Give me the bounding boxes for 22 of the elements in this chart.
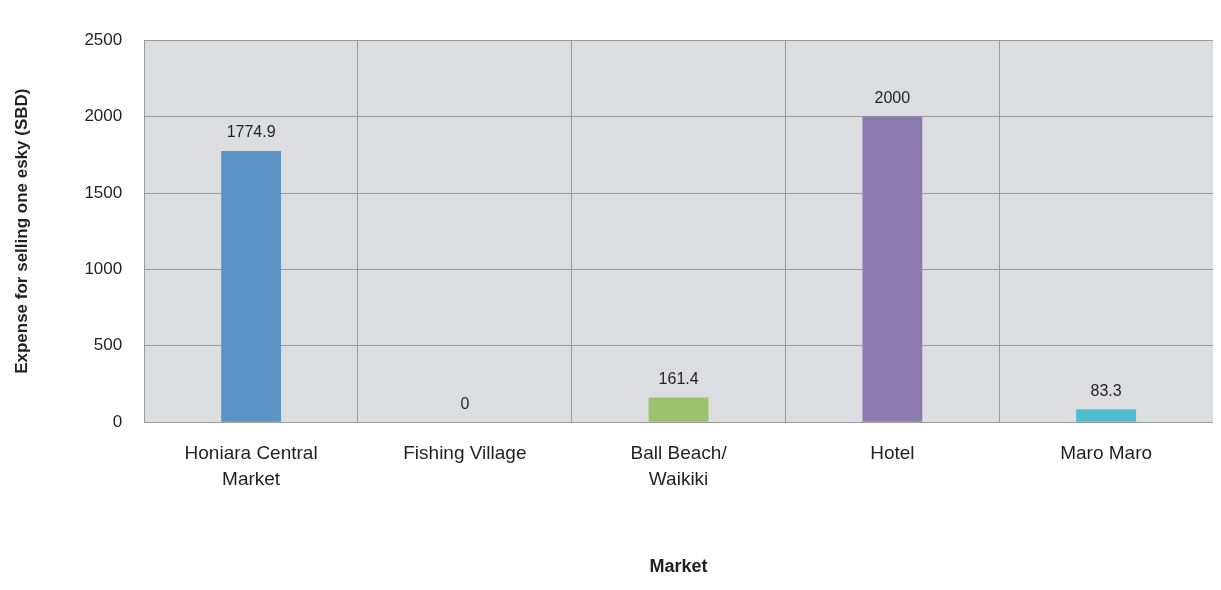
y-tick-label: 1000 [84,259,123,279]
y-tick-label: 0 [112,411,123,431]
x-tick-label: Honiara Central Market [184,441,318,490]
y-tick-label: 2500 [84,29,123,49]
bar [862,116,923,422]
data-label: 161.4 [658,369,699,387]
data-label: 83.3 [1090,381,1122,399]
data-label: 0 [460,394,470,412]
data-label: 2000 [874,89,911,107]
y-axis-title: Expense for selling one esky (SBD) [11,88,31,374]
y-tick-label: 500 [93,335,123,355]
data-label: 1774.9 [226,123,276,141]
bar [221,151,282,422]
y-tick-label: 2000 [84,106,123,126]
x-tick-label: Fishing Village [403,441,527,463]
x-tick-label: Maro Maro [1060,441,1153,463]
x-tick-label: Hotel [870,441,915,463]
x-tick-label: Ball Beach/ Waikiki [630,441,728,490]
bar [1076,409,1137,422]
x-axis-title: Market [649,556,708,577]
y-tick-label: 1500 [84,182,123,202]
bar [648,397,709,422]
